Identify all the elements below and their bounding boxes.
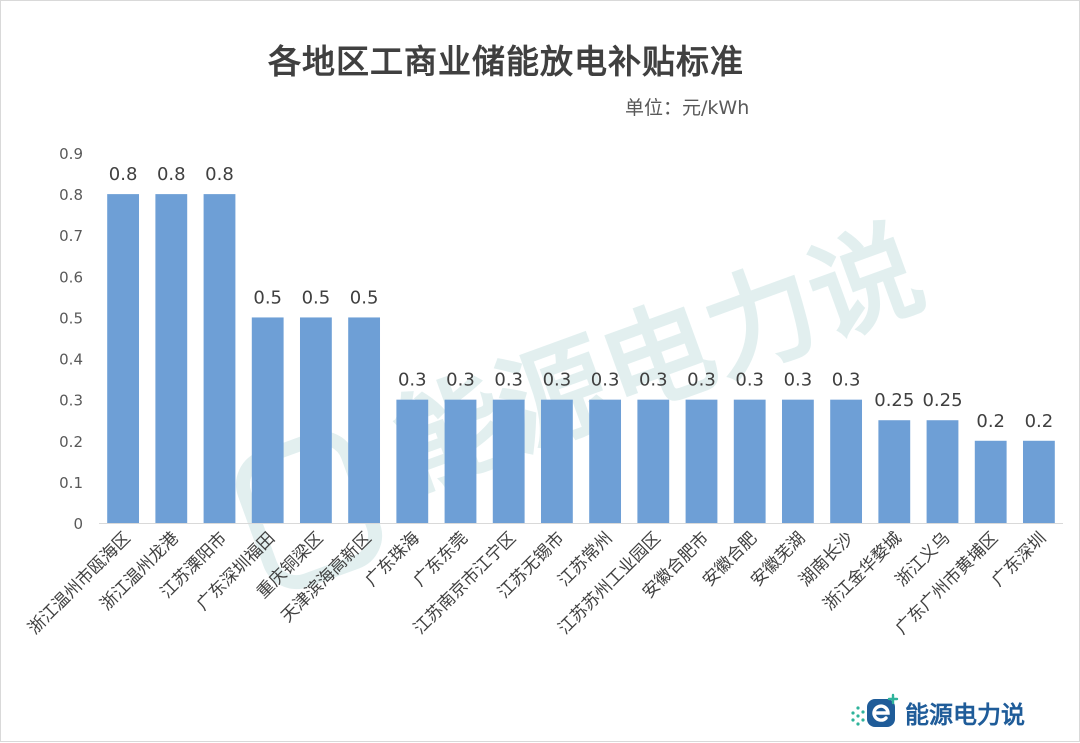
data-label: 0.3 <box>639 370 668 391</box>
chart-axes: 0 0.1 0.2 0.3 0.4 0.5 0.6 0.7 0.8 0.9 <box>59 145 1063 533</box>
data-labels: 0.8 0.8 0.8 0.5 0.5 0.5 0.3 0.3 0.3 0.3 0.3 0.3 0.3 0… <box>109 164 1053 432</box>
bar <box>492 399 525 523</box>
y-tick-label: 0.3 <box>59 392 83 410</box>
brand-footer: 能源电力说 <box>849 693 1025 731</box>
bar <box>540 399 573 523</box>
bar <box>878 420 911 523</box>
bar <box>781 399 814 523</box>
unit-label: 单位：元/kWh <box>625 97 750 119</box>
x-tick-labels: 浙江温州市瓯海区浙江温州龙港江苏溧阳市广东深圳福田重庆铜梁区天津滨海高新区广东珠… <box>24 528 1050 638</box>
y-tick-label: 0 <box>73 515 83 533</box>
data-label: 0.25 <box>922 390 962 411</box>
y-tick-label: 0.8 <box>59 186 83 204</box>
bar <box>1022 440 1055 523</box>
bar <box>396 399 429 523</box>
bar <box>974 440 1007 523</box>
bar <box>444 399 477 523</box>
data-label: 0.3 <box>735 370 764 391</box>
data-label: 0.3 <box>543 370 572 391</box>
bar <box>685 399 718 523</box>
bar-series <box>107 194 1055 523</box>
data-label: 0.8 <box>109 164 138 185</box>
y-tick-label: 0.4 <box>59 351 83 369</box>
data-label: 0.8 <box>205 164 234 185</box>
y-tick-label: 0.6 <box>59 268 83 286</box>
bar <box>926 420 959 523</box>
bar <box>348 317 381 523</box>
bar <box>589 399 622 523</box>
bar <box>830 399 863 523</box>
bar <box>251 317 284 523</box>
data-label: 0.3 <box>687 370 716 391</box>
data-label: 0.3 <box>398 370 427 391</box>
bar <box>107 194 140 523</box>
y-tick-label: 0.9 <box>59 145 83 163</box>
data-label: 0.2 <box>976 411 1005 432</box>
data-label: 0.3 <box>784 370 813 391</box>
data-label: 0.3 <box>832 370 861 391</box>
bar <box>155 194 188 523</box>
brand-logo-icon <box>851 693 899 727</box>
data-label: 0.2 <box>1025 411 1054 432</box>
data-label: 0.8 <box>157 164 186 185</box>
bar <box>203 194 236 523</box>
data-label: 0.5 <box>350 287 379 308</box>
bar <box>637 399 670 523</box>
y-tick-label: 0.2 <box>59 433 83 451</box>
y-tick-label: 0.1 <box>59 474 83 492</box>
data-label: 0.3 <box>446 370 475 391</box>
data-label: 0.25 <box>874 390 914 411</box>
bar <box>299 317 332 523</box>
data-label: 0.5 <box>253 287 282 308</box>
y-tick-label: 0.7 <box>59 227 83 245</box>
x-tick-label: 广东深圳 <box>988 528 1050 590</box>
chart-title: 各地区工商业储能放电补贴标准 <box>268 42 744 81</box>
y-tick-label: 0.5 <box>59 309 83 327</box>
data-label: 0.5 <box>302 287 331 308</box>
data-label: 0.3 <box>494 370 523 391</box>
bar <box>733 399 766 523</box>
brand-name: 能源电力说 <box>905 700 1025 729</box>
data-label: 0.3 <box>591 370 620 391</box>
